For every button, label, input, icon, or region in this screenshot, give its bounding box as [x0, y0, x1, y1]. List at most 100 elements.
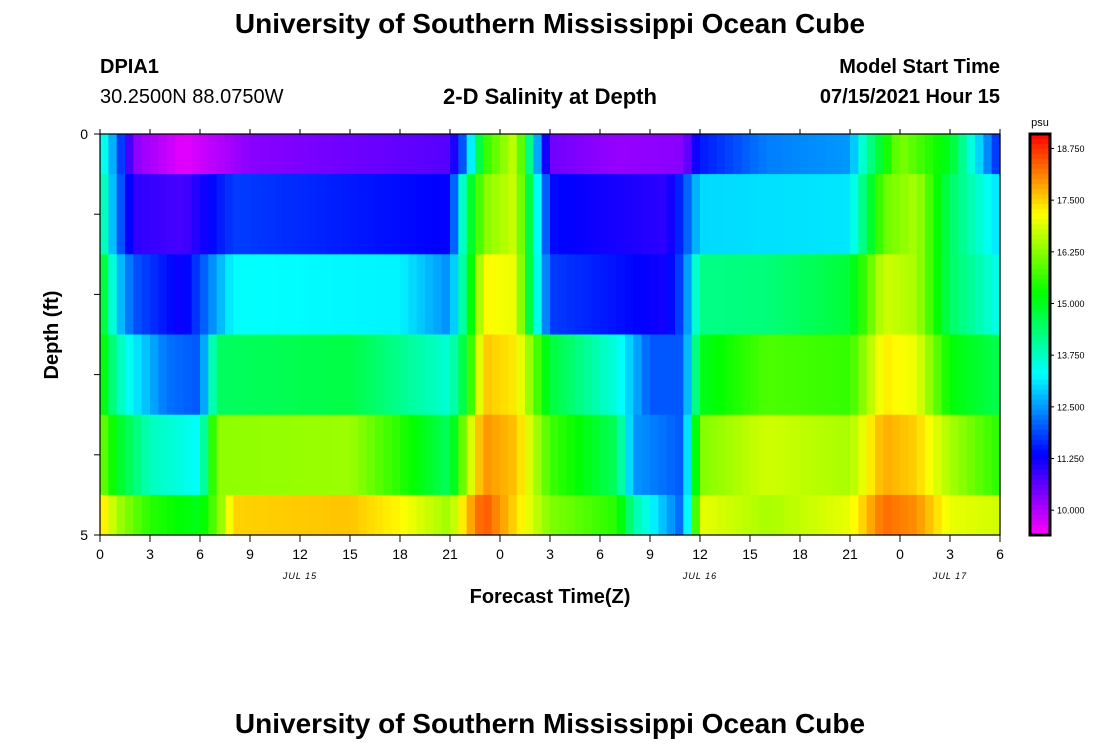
x-axis: 0 3 6 9 12 15 18 21 0 3 6 9 12 15 18 21 0 3 6 JUL 15 JUL 16 J…	[96, 129, 1004, 581]
chart-title: 2-D Salinity at Depth	[443, 84, 657, 109]
heatmap-cell	[800, 414, 809, 496]
heatmap-cell	[858, 334, 868, 416]
heatmap-cell	[983, 134, 993, 175]
heatmap-cell	[891, 174, 901, 255]
y-tick-label: 0	[80, 126, 88, 142]
colorbar-segment	[1030, 424, 1050, 431]
heatmap-cell	[358, 134, 368, 175]
heatmap-cell	[908, 414, 918, 496]
heatmap-cell	[300, 254, 309, 336]
heatmap-cell	[383, 334, 393, 416]
heatmap-cell	[616, 494, 626, 536]
heatmap-cell	[916, 414, 926, 496]
heatmap-cell	[783, 494, 793, 536]
heatmap-cell	[341, 494, 351, 536]
heatmap-cell	[725, 254, 734, 336]
colorbar-segment	[1030, 444, 1050, 451]
colorbar-segment	[1030, 409, 1050, 416]
heatmap-cell	[741, 174, 751, 255]
heatmap-cells	[100, 134, 1001, 536]
heatmap-cell	[466, 334, 476, 416]
heatmap-cell	[808, 414, 818, 496]
colorbar-segment	[1030, 439, 1050, 446]
heatmap-cell	[708, 254, 718, 336]
heatmap-cell	[350, 134, 359, 175]
heatmap-cell	[858, 494, 868, 536]
heatmap-cell	[975, 134, 984, 175]
heatmap-cell	[275, 414, 284, 496]
heatmap-cell	[183, 494, 193, 536]
x-tick-label: 21	[442, 546, 458, 562]
colorbar-segment	[1030, 464, 1050, 471]
heatmap-cell	[733, 414, 743, 496]
heatmap-cell	[683, 494, 693, 536]
heatmap-cell	[216, 334, 226, 416]
heatmap-cell	[766, 254, 776, 336]
heatmap-cell	[166, 174, 176, 255]
heatmap-cell	[891, 414, 901, 496]
heatmap-cell	[383, 254, 393, 336]
colorbar-segment	[1030, 169, 1050, 175]
heatmap-cell	[125, 174, 134, 255]
heatmap-cell	[591, 254, 601, 336]
heatmap-cell	[741, 494, 751, 536]
heatmap-cell	[650, 334, 659, 416]
heatmap-cell	[450, 494, 459, 536]
x-tick-label: 18	[792, 546, 808, 562]
heatmap-cell	[341, 334, 351, 416]
heatmap-cell	[233, 334, 243, 416]
heatmap-cell	[325, 134, 334, 175]
heatmap-cell	[391, 334, 401, 416]
heatmap-cell	[583, 414, 593, 496]
heatmap-cell	[558, 494, 568, 536]
heatmap-cell	[508, 174, 518, 255]
heatmap-cell	[883, 134, 893, 175]
heatmap-cell	[966, 334, 976, 416]
heatmap-cell	[316, 174, 326, 255]
heatmap-cell	[983, 414, 993, 496]
heatmap-cell	[575, 494, 584, 536]
heatmap-cell	[283, 254, 293, 336]
colorbar-segment	[1030, 149, 1050, 155]
heatmap-cell	[200, 494, 209, 536]
heatmap-cell	[791, 334, 801, 416]
heatmap-cell	[566, 414, 576, 496]
heatmap-cell	[775, 174, 784, 255]
heatmap-cell	[758, 334, 768, 416]
heatmap-cell	[408, 174, 418, 255]
heatmap-cell	[633, 334, 643, 416]
heatmap-cell	[600, 494, 609, 536]
heatmap-cell	[950, 174, 959, 255]
heatmap-cell	[150, 174, 159, 255]
heatmap-cell	[650, 174, 659, 255]
heatmap-cell	[608, 414, 618, 496]
heatmap-cell	[183, 414, 193, 496]
heatmap-cell	[291, 174, 301, 255]
colorbar-segment	[1030, 394, 1050, 401]
colorbar-segment	[1030, 304, 1050, 311]
heatmap-cell	[808, 174, 818, 255]
heatmap-cell	[350, 334, 359, 416]
station-coordinates: 30.2500N 88.0750W	[100, 86, 284, 108]
heatmap-cell	[441, 134, 451, 175]
heatmap-cell	[875, 174, 884, 255]
heatmap-cell	[358, 254, 368, 336]
heatmap-cell	[266, 254, 276, 336]
heatmap-cell	[833, 254, 843, 336]
heatmap-cell	[316, 254, 326, 336]
heatmap-cell	[583, 134, 593, 175]
heatmap-cell	[258, 414, 268, 496]
heatmap-cell	[691, 414, 701, 496]
heatmap-cell	[541, 494, 551, 536]
heatmap-cell	[900, 414, 909, 496]
heatmap-cell	[591, 414, 601, 496]
heatmap-cell	[283, 414, 293, 496]
date-label: JUL 17	[932, 571, 967, 581]
heatmap-cell	[258, 174, 268, 255]
heatmap-cell	[150, 334, 159, 416]
heatmap-cell	[275, 174, 284, 255]
x-tick-label: 21	[842, 546, 858, 562]
heatmap-cell	[408, 254, 418, 336]
heatmap-cell	[958, 334, 968, 416]
heatmap-cell	[125, 334, 134, 416]
